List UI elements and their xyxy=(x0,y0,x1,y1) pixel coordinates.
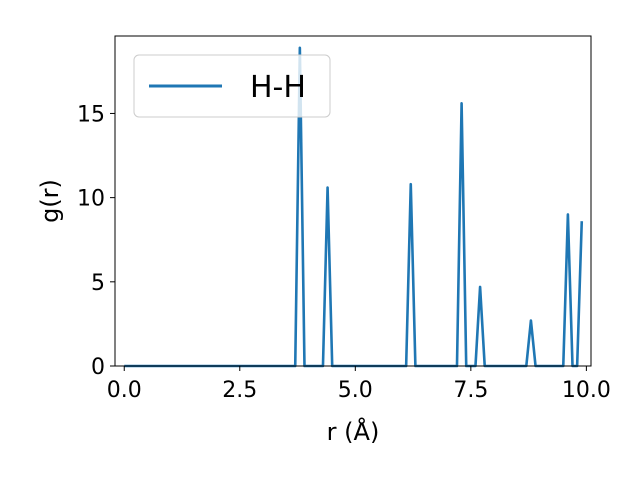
y-tick-label: 10 xyxy=(77,187,105,212)
axes-frame xyxy=(114,35,592,367)
x-tick-label: 0.0 xyxy=(107,378,142,403)
x-tick-label: 2.5 xyxy=(222,378,257,403)
y-axis-label: g(r) xyxy=(36,179,64,223)
legend-label: H-H xyxy=(250,70,306,105)
legend-box xyxy=(133,54,331,118)
y-tick-label: 5 xyxy=(91,271,105,296)
y-tick-label: 0 xyxy=(91,355,105,380)
x-tick-label: 5.0 xyxy=(338,378,373,403)
x-tick-label: 10.0 xyxy=(562,378,611,403)
y-tick-label: 15 xyxy=(77,102,105,127)
x-axis-label: r (Å) xyxy=(327,417,380,446)
x-tick-label: 7.5 xyxy=(453,378,488,403)
